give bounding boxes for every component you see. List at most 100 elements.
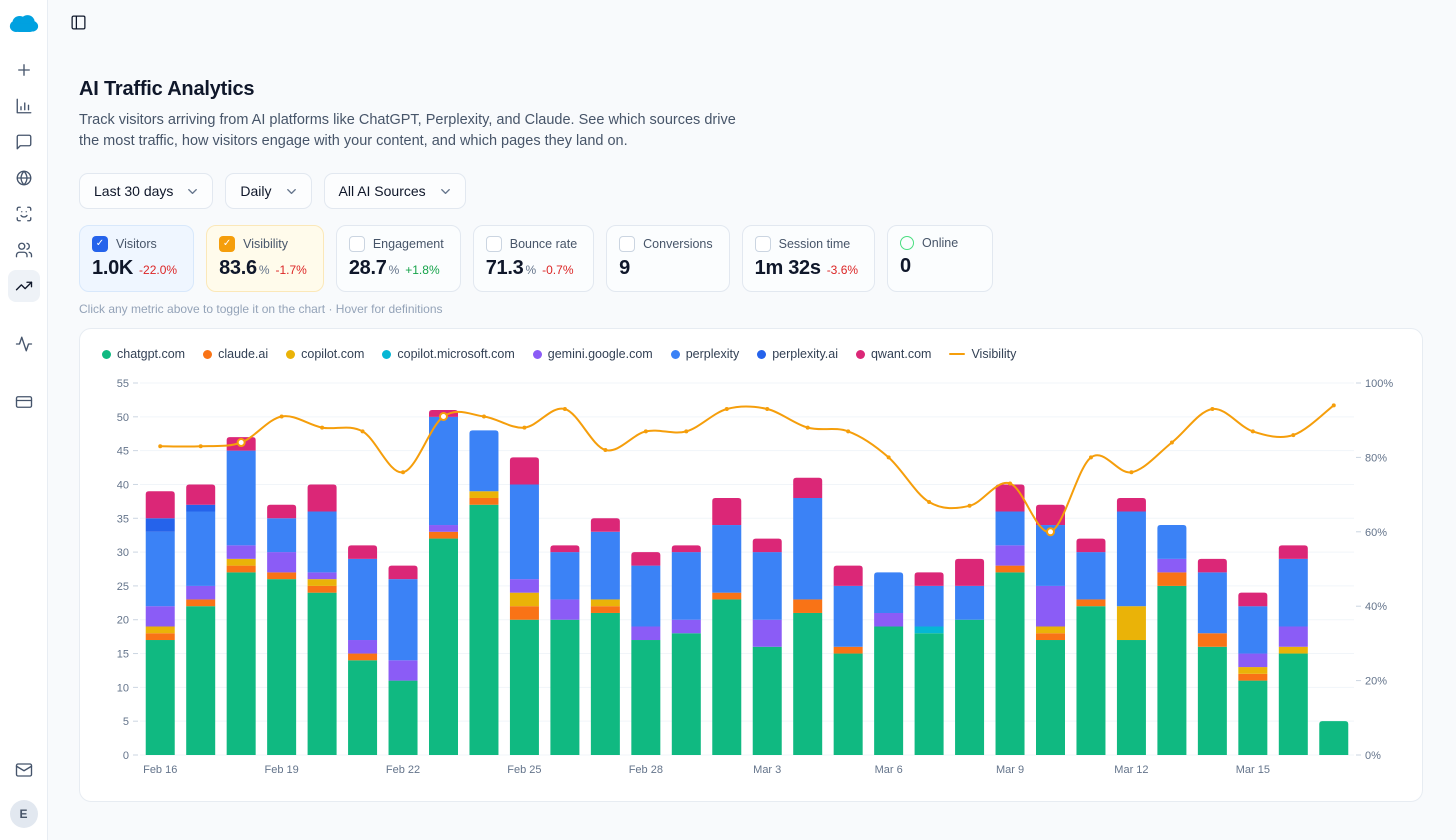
chart-legend: chatgpt.com claude.ai copilot.com copilot.m… (80, 345, 1422, 363)
chevron-down-icon (188, 188, 198, 194)
legend-item-perplexity.ai[interactable]: perplexity.ai (757, 347, 838, 361)
metric-checkbox[interactable] (485, 236, 502, 253)
cloud-icon (9, 15, 38, 32)
sidebar-item-analytics bar-chart-icon[interactable] (8, 90, 40, 122)
legend-label: gemini.google.com (547, 347, 653, 362)
legend-item-copilot.com[interactable]: copilot.com (286, 347, 364, 361)
legend-item-gemini.google.com[interactable]: gemini.google.com (532, 347, 653, 362)
svg-text:0%: 0% (1365, 750, 1381, 762)
legend-item-chatgpt.com[interactable]: chatgpt.com (102, 347, 185, 361)
metrics-hint: Click any metric above to toggle it on t… (79, 302, 443, 317)
legend-item-Visibility[interactable]: Visibility (949, 347, 1016, 361)
legend-label: copilot.microsoft.com (397, 347, 515, 362)
svg-text:Mar 12: Mar 12 (1114, 764, 1148, 776)
metric-checkbox[interactable]: ✓ (219, 236, 236, 253)
metric-checkbox[interactable] (348, 236, 365, 253)
metric-label: Visitors (116, 237, 157, 252)
metric-delta: +1.8% (405, 263, 440, 278)
page-subtitle: Track visitors arriving from AI platform… (79, 112, 736, 149)
svg-text:60%: 60% (1365, 527, 1387, 539)
sources-value: All AI Sources (338, 183, 426, 200)
sidebar-item-ai-traffic trending-up-icon[interactable] (7, 270, 40, 302)
legend-dot-icon (203, 349, 213, 359)
metric-unit: % (525, 263, 537, 278)
metric-card-session-time[interactable]: Session time 1m 32s -3.6% (741, 225, 876, 293)
svg-text:35: 35 (117, 513, 129, 525)
svg-text:45: 45 (117, 446, 129, 458)
sidebar-item-billing credit-card-icon[interactable] (8, 386, 40, 418)
metric-card-visitors[interactable]: ✓ Visitors 1.0K -22.0% (79, 225, 195, 293)
metric-unit: % (388, 263, 400, 278)
metric-card-conversions[interactable]: Conversions 9 (606, 225, 730, 293)
sidebar-item-activity activity-icon[interactable] (8, 328, 40, 360)
metric-card-bounce-rate[interactable]: Bounce rate 71.3% -0.7% (472, 225, 595, 293)
app-logo cloud-logo-icon[interactable] (7, 10, 41, 38)
chevron-down-icon (440, 188, 450, 194)
legend-dot-icon (286, 349, 296, 359)
metric-card-visibility[interactable]: ✓ Visibility 83.6% -1.7% (206, 225, 324, 293)
svg-text:30: 30 (117, 547, 129, 559)
svg-text:5: 5 (123, 716, 129, 728)
granularity-select[interactable]: Daily (225, 173, 312, 210)
legend-item-copilot.microsoft.com[interactable]: copilot.microsoft.com (382, 347, 515, 362)
metric-checkbox[interactable]: ✓ (92, 236, 108, 253)
sidebar-toggle-button panel-left-icon[interactable] (64, 8, 92, 36)
legend-dot-icon (382, 349, 392, 359)
metric-delta: -22.0% (139, 263, 178, 278)
metric-delta: -3.6% (826, 263, 859, 278)
metric-label: Bounce rate (509, 237, 578, 252)
metric-delta: -0.7% (542, 263, 574, 278)
legend-label: perplexity (685, 347, 740, 362)
sidebar: E (0, 0, 48, 840)
svg-text:80%: 80% (1365, 453, 1387, 465)
svg-text:100%: 100% (1365, 378, 1393, 390)
chart-card: chatgpt.com claude.ai copilot.com copilot.m… (79, 328, 1423, 803)
svg-text:20%: 20% (1365, 676, 1387, 688)
metric-label: Conversions (643, 237, 713, 252)
sidebar-item-new plus-icon[interactable] (8, 54, 40, 86)
legend-dot-icon (102, 349, 111, 359)
sources-select[interactable]: All AI Sources (323, 173, 466, 210)
svg-text:Feb 19: Feb 19 (265, 764, 299, 776)
online-indicator-icon (900, 236, 915, 251)
metric-value: 1.0K (92, 257, 134, 280)
legend-dot-icon (532, 349, 542, 359)
date-range-select[interactable]: Last 30 days (79, 173, 214, 210)
sidebar-item-audience users-icon[interactable] (8, 234, 40, 266)
legend-label: claude.ai (218, 347, 269, 362)
chevron-down-icon (286, 188, 296, 194)
svg-text:Feb 22: Feb 22 (386, 764, 420, 776)
legend-label: chatgpt.com (117, 347, 186, 362)
sidebar-item-identity face-scan-icon[interactable] (8, 198, 40, 230)
legend-line-icon (949, 352, 966, 356)
legend-label: perplexity.ai (772, 347, 838, 362)
metric-label: Engagement (372, 237, 444, 252)
legend-item-perplexity[interactable]: perplexity (670, 347, 740, 362)
date-range-value: Last 30 days (94, 183, 174, 200)
metric-checkbox[interactable] (619, 236, 636, 253)
user-avatar[interactable]: E (9, 800, 38, 828)
svg-text:Feb 16: Feb 16 (143, 764, 177, 776)
svg-text:25: 25 (117, 581, 129, 593)
svg-text:40%: 40% (1365, 601, 1387, 613)
legend-label: Visibility (971, 347, 1017, 362)
svg-text:40: 40 (117, 480, 129, 492)
traffic-chart: 0 5 10 15 20 25 30 35 40 45 50 55 0% 20% 40% 60% 80% 100%… (117, 378, 1394, 776)
metric-unit: % (258, 263, 270, 278)
svg-text:Feb 28: Feb 28 (629, 764, 663, 776)
svg-text:15: 15 (117, 649, 129, 661)
legend-label: copilot.com (301, 347, 365, 362)
metric-card-engagement[interactable]: Engagement 28.7% +1.8% (335, 225, 461, 293)
sidebar-item-inbox mail-icon[interactable] (8, 754, 40, 786)
sidebar-item-messages chat-icon[interactable] (8, 126, 40, 158)
metric-value: 0 (900, 255, 911, 278)
metric-value: 83.6 (219, 257, 257, 280)
metric-value: 1m 32s (754, 257, 821, 280)
legend-item-qwant.com[interactable]: qwant.com (855, 347, 931, 361)
sidebar-item-web globe-icon[interactable] (8, 162, 40, 194)
legend-item-claude.ai[interactable]: claude.ai (203, 347, 268, 361)
metric-checkbox[interactable] (754, 236, 771, 253)
svg-text:50: 50 (117, 412, 129, 424)
metric-card-online[interactable]: Online 0 (887, 225, 994, 293)
svg-text:0: 0 (123, 750, 129, 762)
